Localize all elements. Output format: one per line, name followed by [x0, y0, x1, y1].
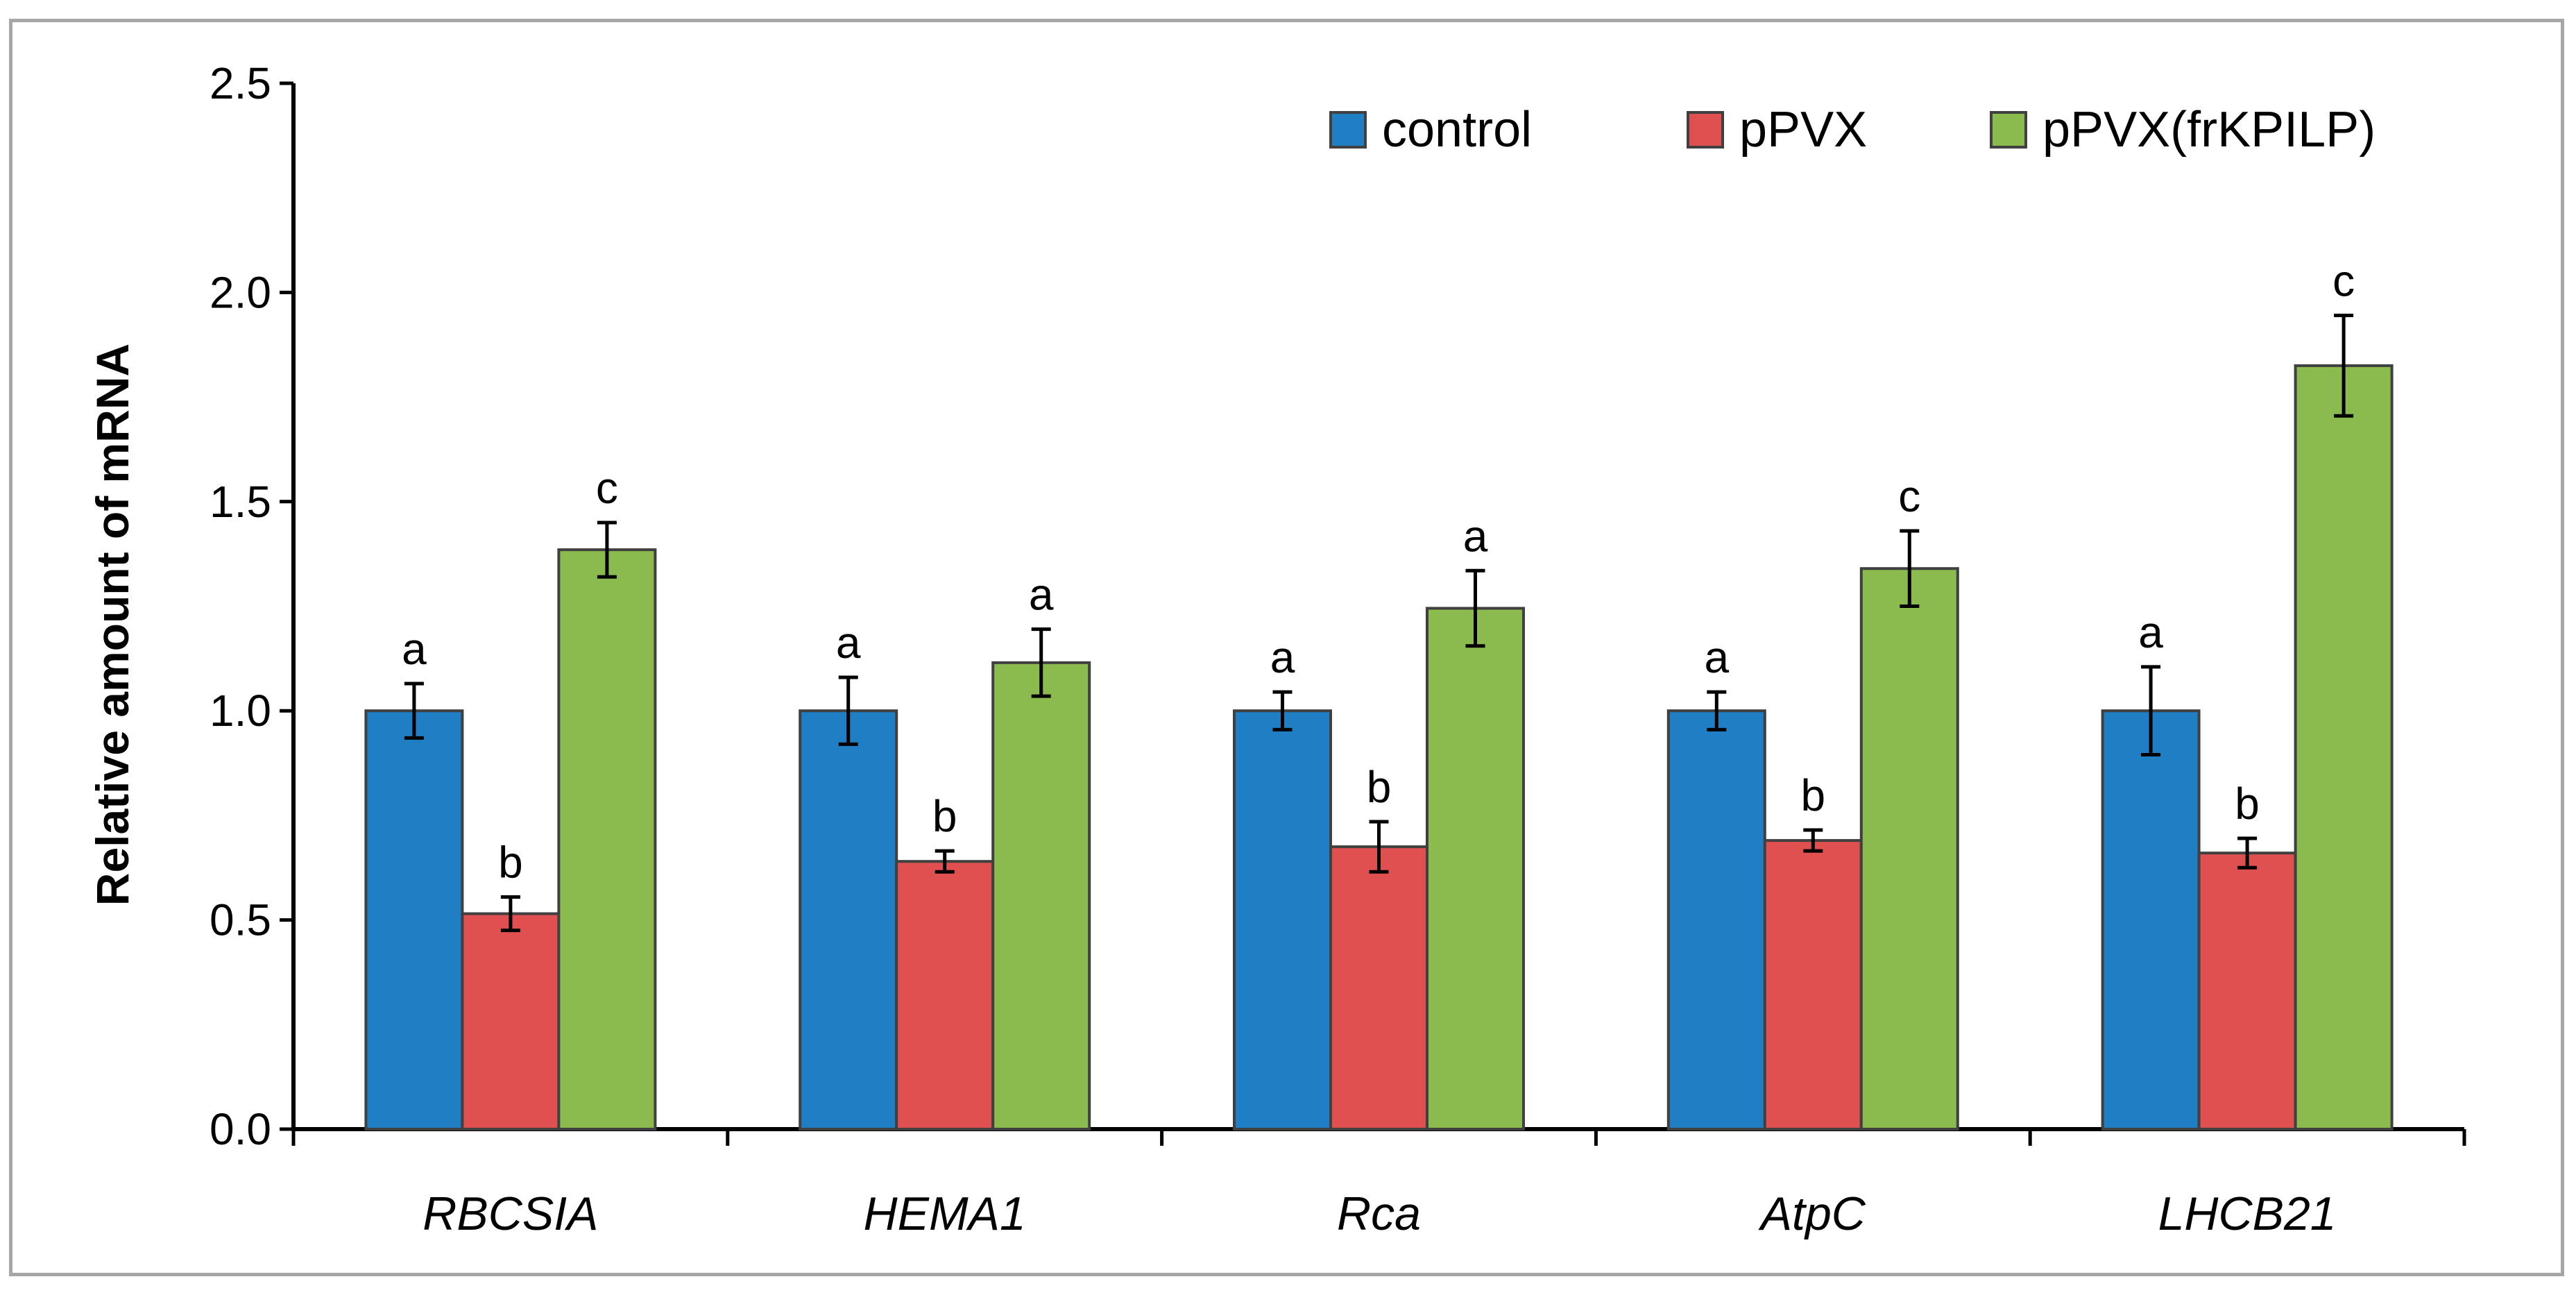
y-tick-label: 0.0 — [210, 1104, 271, 1154]
bar-control-RBCSIA — [364, 709, 464, 1131]
legend: control pPVX pPVX(frKPILP) — [1329, 102, 2375, 158]
bar-pPVX(frKPILP)-HEMA1 — [991, 661, 1091, 1131]
bar-pPVX-HEMA1 — [895, 860, 995, 1131]
legend-label-pPVX(frKPILP): pPVX(frKPILP) — [2042, 102, 2375, 158]
y-axis-title: Relative amount of mRNA — [87, 344, 138, 906]
significance-label: a — [402, 624, 427, 674]
significance-label: a — [1705, 632, 1730, 682]
legend-label-control: control — [1382, 102, 1532, 158]
x-category-label: AtpC — [1758, 1187, 1866, 1240]
legend-swatch-pPVX(frKPILP) — [1990, 111, 2027, 149]
bar-pPVX-RBCSIA — [461, 912, 561, 1131]
bar-pPVX(frKPILP)-LHCB21 — [2294, 364, 2394, 1131]
bar-control-LHCB21 — [2101, 709, 2201, 1131]
x-category-label: RBCSIA — [423, 1187, 598, 1240]
significance-label: a — [1270, 632, 1295, 682]
legend-swatch-control — [1329, 111, 1367, 149]
bar-pPVX(frKPILP)-AtpC — [1859, 567, 1959, 1131]
significance-label: b — [932, 791, 957, 841]
bar-control-AtpC — [1666, 709, 1766, 1131]
significance-label: b — [498, 837, 523, 887]
significance-label: b — [1367, 762, 1392, 812]
significance-label: a — [1463, 511, 1488, 561]
significance-label: a — [836, 618, 861, 668]
x-category-label: HEMA1 — [864, 1187, 1026, 1240]
significance-label: b — [2235, 779, 2260, 829]
significance-label: c — [1898, 471, 1920, 521]
plot-area: 0.0 0.5 1.0 1.5 2.0 2.5 a b c RBCSIA a b a HEMA1 a b a Rc… — [210, 58, 2466, 1240]
bar-pPVX(frKPILP)-RBCSIA — [557, 548, 657, 1131]
y-tick-label: 2.5 — [210, 58, 271, 108]
y-tick-label: 1.0 — [210, 686, 271, 736]
bar-pPVX-AtpC — [1763, 839, 1863, 1131]
legend-label-pPVX: pPVX — [1739, 102, 1867, 158]
bar-control-Rca — [1233, 709, 1332, 1131]
significance-label: b — [1801, 770, 1826, 820]
y-tick-label: 1.5 — [210, 477, 271, 527]
bar-pPVX(frKPILP)-Rca — [1426, 607, 1525, 1131]
x-category-label: Rca — [1337, 1187, 1421, 1240]
bar-pPVX-LHCB21 — [2197, 852, 2297, 1131]
significance-label: a — [2138, 607, 2163, 657]
bar-control-HEMA1 — [799, 709, 898, 1131]
y-tick-label: 0.5 — [210, 895, 271, 945]
bar-pPVX-Rca — [1329, 845, 1428, 1131]
y-tick-label: 2.0 — [210, 267, 271, 317]
significance-label: c — [596, 463, 618, 513]
x-category-label: LHCB21 — [2158, 1187, 2337, 1240]
significance-label: a — [1029, 570, 1054, 620]
significance-label: c — [2332, 256, 2355, 306]
legend-swatch-pPVX — [1687, 111, 1724, 149]
